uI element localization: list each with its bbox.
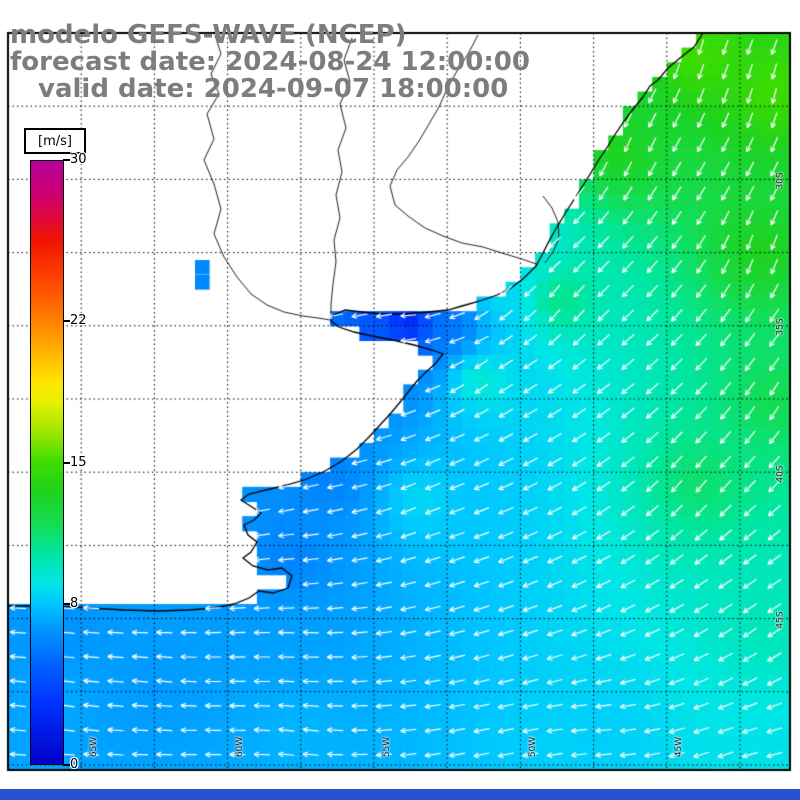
colorbar-tick-label: 8 xyxy=(70,595,79,611)
colorbar-tick-mark xyxy=(63,320,70,323)
valid-date-line: valid date: 2024-09-07 18:00:00 xyxy=(38,74,509,104)
colorbar-tick-label: 22 xyxy=(70,313,87,329)
colorbar-tick-mark xyxy=(63,461,70,464)
colorbar-tick-mark xyxy=(63,159,70,161)
forecast-date-line: forecast date: 2024-08-24 12:00:00 xyxy=(10,47,530,77)
footer-bar xyxy=(0,789,800,800)
lat-label: 30S xyxy=(775,172,786,190)
lon-label: 45W xyxy=(674,736,685,758)
model-title: modelo GEFS-WAVE (NCEP) xyxy=(10,20,407,50)
colorbar-tick-label: 0 xyxy=(70,757,79,772)
colorbar-tick-mark xyxy=(63,602,70,605)
colorbar-gradient xyxy=(30,160,64,765)
lon-label: 50W xyxy=(528,736,539,758)
lon-label: 65W xyxy=(89,736,100,758)
lat-label: 45S xyxy=(775,611,786,629)
lon-label: 55W xyxy=(382,736,393,758)
colorbar-tick-label: 30 xyxy=(70,152,87,167)
lon-label: 60W xyxy=(235,736,246,758)
colorbar-units-label: [m/s] xyxy=(24,128,86,154)
lat-label: 35S xyxy=(775,318,786,336)
colorbar-tick-mark xyxy=(63,764,70,766)
lat-label: 40S xyxy=(775,465,786,483)
colorbar-tick-label: 15 xyxy=(70,454,87,470)
